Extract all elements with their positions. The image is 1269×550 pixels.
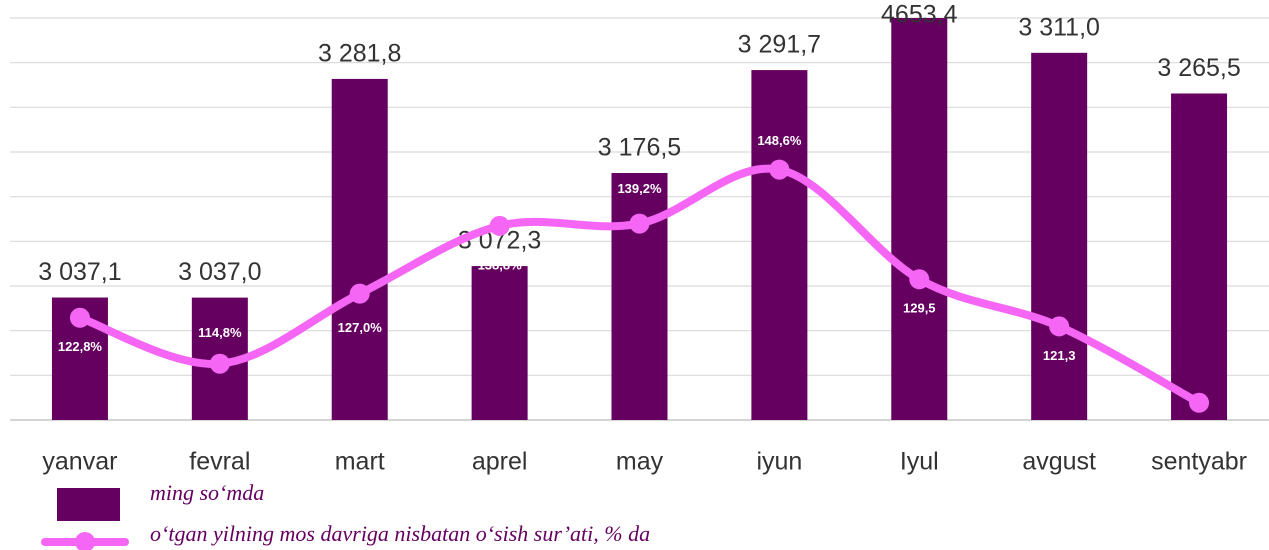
line-value-label: 127,0% xyxy=(338,320,383,335)
legend-bar-swatch xyxy=(57,488,120,521)
legend-label: o‘tgan yilning mos davriga nisbatan o‘si… xyxy=(150,521,650,546)
legend-label: ming so‘mda xyxy=(150,480,264,505)
x-tick-label: aprel xyxy=(472,448,528,476)
line-value-label: 129,5 xyxy=(903,301,936,316)
bar-value-label: 3 291,7 xyxy=(738,31,821,59)
x-tick-label: iyun xyxy=(756,448,802,476)
bar xyxy=(611,172,668,420)
bar xyxy=(331,78,388,420)
line-marker xyxy=(209,353,230,374)
line-value-label: 138,8% xyxy=(478,257,523,272)
line-marker xyxy=(349,283,370,304)
line-marker xyxy=(1049,316,1070,337)
x-tick-label: yanvar xyxy=(42,448,117,476)
bar-value-label: 3 311,0 xyxy=(1018,13,1100,41)
x-tick-label: sentyabr xyxy=(1151,448,1247,476)
line-value-label: 148,6% xyxy=(757,133,802,148)
line-value-label: 108,0 % xyxy=(1175,426,1223,441)
x-tick-label: avgust xyxy=(1022,448,1096,476)
line-value-label: 139,2% xyxy=(617,181,662,196)
x-tick-label: Iyul xyxy=(900,448,939,476)
bar xyxy=(891,18,948,420)
bar xyxy=(1171,93,1228,420)
line-value-label: 121,3 xyxy=(1043,348,1076,363)
bar-value-label: 3 281,8 xyxy=(318,40,401,68)
bar-value-label: 3 037,0 xyxy=(178,258,261,286)
line-marker xyxy=(69,307,90,328)
line-marker xyxy=(909,269,930,290)
legend-line-marker xyxy=(75,532,95,550)
overlay: yanvar fevral mart aprel may iyun Iyul avgust se… xyxy=(38,1,1247,476)
bar xyxy=(471,266,528,420)
line-marker xyxy=(629,213,650,234)
bar xyxy=(751,70,808,420)
line-marker xyxy=(1189,392,1210,413)
bar xyxy=(1031,52,1088,420)
line-value-label: 114,8% xyxy=(198,325,242,340)
line-value-label: 122,8% xyxy=(58,339,103,354)
x-tick-label: fevral xyxy=(189,448,250,476)
bar-value-label: 4653,4 xyxy=(881,1,958,29)
bar-value-label: 3 037,1 xyxy=(38,258,121,286)
bar-value-label: 3 265,5 xyxy=(1157,54,1240,82)
x-tick-label: may xyxy=(616,448,664,476)
line-marker xyxy=(769,159,790,180)
bar-value-label: 3 176,5 xyxy=(598,134,681,162)
line-marker xyxy=(489,215,510,236)
x-tick-label: mart xyxy=(335,448,385,476)
